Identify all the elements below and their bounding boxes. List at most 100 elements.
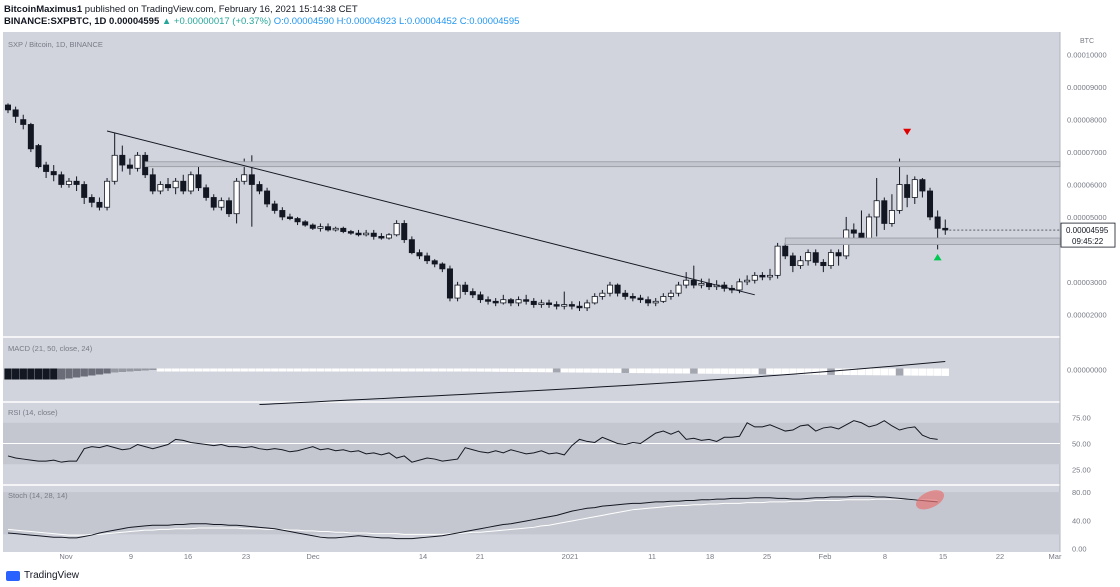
candle [911,179,918,198]
tradingview-footer[interactable]: TradingView [6,570,79,581]
symbol: BINANCE:SXPBTC, 1D [4,16,107,27]
macd-bar [873,368,881,376]
candle [187,174,194,192]
candle [210,197,217,208]
macd-bar [766,368,774,375]
macd-bar [469,368,477,372]
candle [309,224,316,229]
candle [218,200,225,208]
tradingview-logo-icon [6,570,20,581]
candle [50,171,57,176]
macd-bar [720,368,728,374]
bearish-marker-icon [903,128,912,136]
macd-bar [758,368,767,375]
candle [820,261,827,267]
macd-bar [728,368,736,374]
x-tick-label: 23 [242,552,250,561]
macd-bar [804,368,812,375]
candle [812,252,819,263]
macd-bar [857,368,866,376]
candle [675,284,682,294]
candle [866,216,873,241]
x-tick-label: Mar [1049,552,1062,561]
macd-bar [522,368,530,373]
macd-bar [461,368,469,372]
macd-bar [27,368,35,380]
candle [294,218,301,223]
macd-bar [659,368,668,374]
macd-bar [697,368,706,374]
candle [385,234,392,239]
macd-bar [781,368,789,375]
macd-bar [591,368,599,373]
chart-header: BitcoinMaximus1 published on TradingView… [4,4,519,28]
macd-bar [583,368,591,373]
macd-bar [103,368,111,374]
macd-bar [614,368,622,373]
macd-bar [598,368,607,373]
macd-bar [667,368,675,374]
macd-bar [126,368,134,372]
x-tick-label: Dec [306,552,320,561]
candle [736,281,743,291]
trading-chart[interactable]: 0.00010000 0.00009000 0.00008000 0.00007000… [0,32,1120,562]
candle [317,226,324,229]
price-tick-label: 0.00010000 [1067,51,1107,60]
candle [942,227,949,231]
macd-bar [629,368,637,374]
bullish-marker-icon [933,253,942,261]
macd-bar [690,368,698,374]
macd-bar [4,368,12,380]
x-tick-label: 11 [648,552,656,561]
macd-bar [72,368,81,378]
macd-bar [34,368,43,380]
price-pane-label: SXP / Bitcoin, 1D, BINANCE [8,40,103,49]
candle [614,284,621,294]
candle [888,210,895,224]
candle [264,190,271,205]
macd-bar [537,368,546,373]
candle [378,236,385,239]
last-price: 0.00004595 [109,16,160,27]
candle [43,164,50,172]
candle [652,300,659,304]
candle [424,255,431,262]
macd-bar [286,368,294,372]
candle [919,179,926,192]
candle [507,299,514,304]
macd-bar [484,368,492,372]
candle [759,274,766,278]
macd-bar [926,368,934,376]
candle [622,292,629,297]
candle [81,184,88,198]
macd-bar [568,368,576,373]
candle [904,184,911,198]
macd-line [259,361,946,405]
candle [332,227,339,231]
candle [599,292,606,297]
macd-bar [88,368,96,376]
candle [485,299,492,302]
macd-bar [324,368,332,372]
x-tick-label: 16 [184,552,192,561]
candle [850,229,857,234]
candle [492,300,499,304]
macd-bar [713,368,721,374]
candle [203,187,210,198]
last-price-box [1060,222,1116,248]
candle [225,200,232,215]
candle [73,180,80,185]
macd-bar [332,368,340,372]
candle [645,299,652,304]
stoch-pane-label: Stoch (14, 28, 14) [8,491,68,500]
candle [523,299,530,302]
macd-bar [476,368,485,372]
candle [363,232,370,236]
macd-bar [400,368,408,372]
macd-bar [560,368,568,373]
macd-bar [50,368,58,380]
macd-bar [248,368,256,372]
candle [111,154,118,182]
author-name[interactable]: BitcoinMaximus1 [4,4,83,15]
candle [546,302,553,305]
